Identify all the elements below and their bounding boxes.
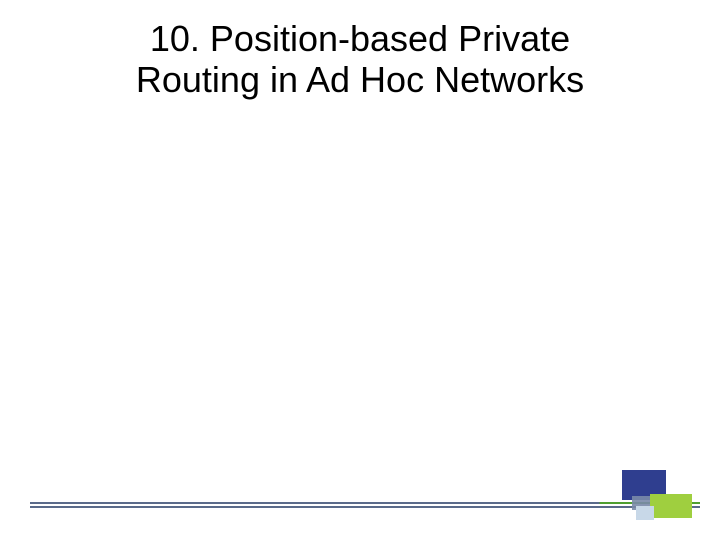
- corner-decoration: [590, 468, 700, 528]
- slide-title: 10. Position-based Private Routing in Ad…: [0, 18, 720, 101]
- slide: 10. Position-based Private Routing in Ad…: [0, 0, 720, 540]
- deco-block-green: [650, 494, 692, 518]
- title-line-2: Routing in Ad Hoc Networks: [136, 59, 584, 100]
- title-line-1: 10. Position-based Private: [150, 18, 570, 59]
- deco-block-lightblue: [636, 506, 654, 520]
